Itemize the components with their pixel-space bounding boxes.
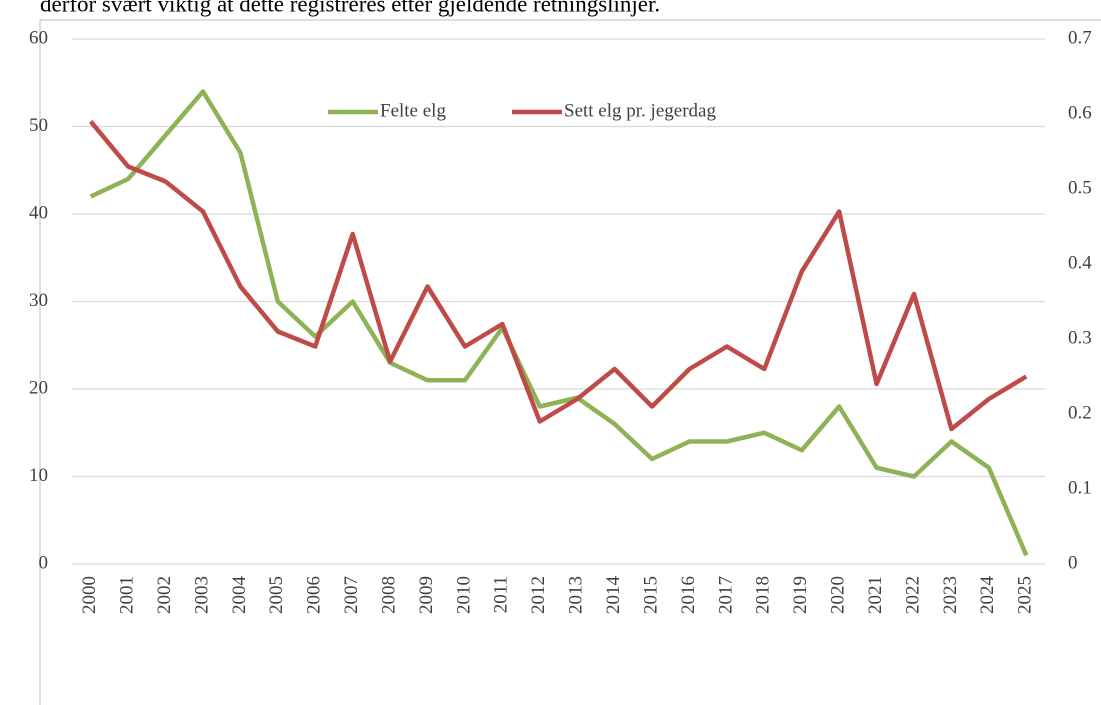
x-tick-label: 2020 — [828, 576, 849, 614]
x-tick-label: 2005 — [266, 576, 287, 614]
series-line — [89, 89, 1029, 557]
x-tick-label: 2012 — [528, 576, 549, 614]
x-tick-label: 2014 — [603, 576, 624, 615]
x-tick-label: 2021 — [865, 576, 886, 614]
x-tick-label: 2008 — [378, 576, 399, 614]
y2-tick-label: 0.7 — [1068, 27, 1092, 48]
x-tick-label: 2000 — [79, 576, 100, 614]
x-tick-label: 2006 — [304, 576, 325, 614]
x-tick-label: 2013 — [566, 576, 587, 614]
x-tick-label: 2004 — [229, 576, 250, 615]
x-tick-label: 2011 — [491, 576, 512, 613]
y-tick-label: 50 — [29, 115, 48, 136]
y2-tick-label: 0.3 — [1068, 327, 1092, 348]
x-tick-label: 2023 — [940, 576, 961, 614]
y-tick-label: 40 — [29, 202, 48, 223]
y-tick-label: 60 — [29, 27, 48, 48]
x-tick-label: 2015 — [640, 576, 661, 614]
y2-tick-label: 0.5 — [1068, 177, 1092, 198]
x-tick-label: 2010 — [453, 576, 474, 614]
x-tick-label: 2018 — [753, 576, 774, 614]
y-tick-label: 0 — [39, 552, 49, 573]
x-tick-label: 2007 — [341, 576, 362, 614]
y2-tick-label: 0.6 — [1068, 102, 1092, 123]
y2-tick-label: 0.4 — [1068, 252, 1092, 273]
x-tick-label: 2001 — [116, 576, 137, 614]
y2-tick-label: 0 — [1068, 552, 1078, 573]
y-tick-label: 10 — [29, 465, 48, 486]
y-tick-label: 30 — [29, 290, 48, 311]
page-text: derfor svært viktig at dette registreres… — [40, 0, 660, 16]
series-line — [88, 120, 1028, 432]
x-tick-label: 2003 — [191, 576, 212, 614]
x-tick-label: 2019 — [790, 576, 811, 614]
y2-tick-label: 0.2 — [1068, 402, 1092, 423]
x-tick-label: 2009 — [416, 576, 437, 614]
x-tick-label: 2022 — [902, 576, 923, 614]
y-tick-label: 20 — [29, 377, 48, 398]
y2-tick-label: 0.1 — [1068, 477, 1092, 498]
legend-label: Felte elg — [380, 100, 446, 121]
x-tick-label: 2016 — [678, 576, 699, 614]
x-tick-label: 2024 — [977, 576, 998, 615]
legend-label: Sett elg pr. jegerdag — [564, 100, 716, 121]
x-tick-label: 2002 — [154, 576, 175, 614]
x-tick-label: 2017 — [715, 576, 736, 614]
x-tick-label: 2025 — [1015, 576, 1036, 614]
